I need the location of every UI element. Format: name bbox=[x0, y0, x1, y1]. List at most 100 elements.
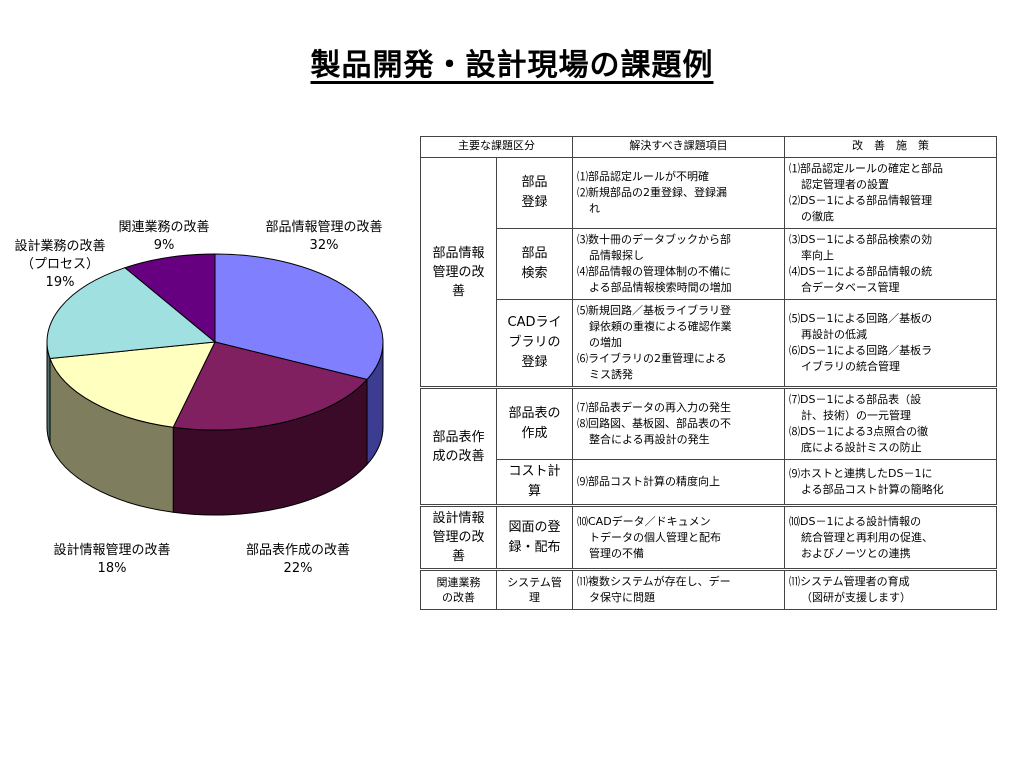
pie-tops bbox=[46, 253, 384, 431]
measure-cell: ⑴部品認定ルールの確定と部品認定管理者の設置 ⑵DS－1による部品情報管理の徹底 bbox=[784, 157, 997, 229]
slice-label-related: 関連業務の改善 9% bbox=[106, 219, 222, 255]
cell-line: システム管 bbox=[507, 576, 562, 589]
category-cell: 部品表作 成の改善 bbox=[420, 386, 497, 506]
item-line: ⑷DS－1による部品情報の統 bbox=[789, 265, 933, 278]
item-line: ⑶数十冊のデータブックから部 bbox=[577, 233, 731, 246]
cell-line: コスト計 bbox=[508, 464, 561, 479]
item-continuation: ミス誘発 bbox=[589, 368, 633, 381]
subcategory-cell: システム管理 bbox=[496, 568, 573, 610]
cell-line: 部品情報 bbox=[432, 245, 485, 261]
category-cell: 設計情報 管理の改善 bbox=[420, 504, 497, 570]
item-line: ⑾システム管理者の育成 bbox=[789, 575, 910, 588]
measure-cell: ⑺DS－1による部品表（設 計、技術）の一元管理 ⑻DS－1による3点照合の徹 底によ… bbox=[784, 386, 997, 460]
item-continuation: 統合管理と再利用の促進、 bbox=[801, 530, 933, 544]
item-continuation: れ bbox=[589, 202, 600, 215]
item-line: ⑸DS－1による回路／基板の bbox=[789, 312, 933, 325]
slice-label-text-2: （プロセス） bbox=[20, 257, 99, 272]
header-issues: 解決すべき課題項目 bbox=[572, 136, 785, 158]
cell-line: 管理の改 bbox=[432, 264, 485, 280]
item-continuation: 録依頼の重複による確認作業 bbox=[589, 320, 732, 333]
measure-cell: ⑽DS－1による設計情報の統合管理と再利用の促進、 およびノーツとの連携 bbox=[784, 504, 997, 570]
cell-line: 登録 bbox=[521, 195, 548, 210]
item-continuation: 底による設計ミスの防止 bbox=[801, 441, 922, 454]
cell-line: 算 bbox=[527, 484, 541, 499]
item-line: ⑵DS－1による部品情報管理 bbox=[789, 194, 933, 207]
cell-line: 善 bbox=[451, 549, 465, 564]
item-continuation: の徹底 bbox=[801, 210, 834, 223]
cell-line: 登録 bbox=[521, 355, 548, 370]
subcategory-cell: 部品 登録 bbox=[496, 157, 573, 229]
category-cell: 部品情報 管理の改善 bbox=[420, 157, 497, 388]
item-continuation: 合データベース管理 bbox=[801, 281, 900, 294]
header-category: 主要な課題区分 bbox=[420, 136, 573, 158]
pie-slice-1 bbox=[172, 341, 368, 431]
issues-table: 主要な課題区分 解決すべき課題項目 改 善 施 策 部品情報 管理の改善部品 登録 ⑴… bbox=[420, 136, 997, 610]
item-continuation: 率向上 bbox=[801, 249, 834, 262]
cell-line: 成の改善 bbox=[432, 448, 485, 464]
issue-cell: ⑴部品認定ルールが不明確 ⑵新規部品の2重登録、登録漏れ bbox=[572, 157, 785, 229]
item-continuation: イブラリの統合管理 bbox=[801, 360, 900, 373]
item-line: ⑼ホストと連携したDS－1に bbox=[789, 467, 933, 480]
pie-slice-3 bbox=[46, 267, 217, 360]
pie-slice-4 bbox=[123, 253, 216, 344]
slice-label-value: 22% bbox=[283, 561, 313, 576]
slice-label-value: 32% bbox=[309, 238, 339, 253]
category-cell: 関連業務 の改善 bbox=[420, 568, 497, 610]
item-continuation: タ保守に問題 bbox=[589, 591, 655, 604]
item-continuation: よる部品コスト計算の簡略化 bbox=[801, 483, 944, 496]
item-continuation: 再設計の低減 bbox=[801, 328, 867, 341]
item-continuation: 品情報探し bbox=[589, 249, 644, 262]
item-line: ⑽CADデータ／ドキュメン bbox=[577, 514, 711, 528]
table-row: 部品 検索 ⑶数十冊のデータブックから部 品情報探し ⑷部品情報の管理体制の不備に よる部… bbox=[421, 228, 997, 300]
cell-line: 部品 bbox=[521, 246, 548, 261]
cell-line: 善 bbox=[451, 283, 465, 299]
measure-cell: ⑼ホストと連携したDS－1による部品コスト計算の簡略化 bbox=[784, 459, 997, 506]
pie-slice-0 bbox=[214, 253, 384, 381]
slice-label-value: 9% bbox=[153, 238, 175, 253]
item-line: ⑺部品表データの再入力の発生 bbox=[577, 401, 731, 414]
cell-line: 管理の改 bbox=[432, 530, 485, 545]
cell-line: 録・配布 bbox=[508, 539, 561, 555]
slice-label-parts-info: 部品情報管理の改善 32% bbox=[252, 219, 396, 255]
item-line: ⑷部品情報の管理体制の不備に bbox=[577, 265, 731, 278]
item-continuation: 認定管理者の設置 bbox=[801, 178, 889, 191]
measure-cell: ⑶DS－1による部品検索の効 率向上 ⑷DS－1による部品情報の統 合データベース管理 bbox=[784, 228, 997, 300]
cell-line: CADライ bbox=[507, 315, 562, 330]
table-row: CADライ ブラリの 登録 ⑸新規回路／基板ライブラリ登 録依頼の重複による確認作業 の増… bbox=[421, 299, 997, 388]
issue-cell: ⑺部品表データの再入力の発生 ⑻回路図、基板図、部品表の不整合による再設計の発生 bbox=[572, 386, 785, 460]
item-continuation: の増加 bbox=[589, 336, 622, 349]
table-row: 部品表作 成の改善 部品表の 作成 ⑺部品表データの再入力の発生 ⑻回路図、基板図、部品表… bbox=[420, 386, 997, 506]
cell-line: 作成 bbox=[521, 426, 548, 441]
item-line: ⑵新規部品の2重登録、登録漏 bbox=[577, 186, 727, 199]
item-line: ⑺DS－1による部品表（設 bbox=[789, 393, 922, 406]
slice-label-value: 18% bbox=[97, 561, 127, 576]
slice-label-text: 設計業務の改善 bbox=[14, 239, 106, 254]
cell-line: 部品 bbox=[521, 175, 548, 190]
item-continuation: トデータの個人管理と配布 bbox=[589, 530, 721, 544]
item-continuation: およびノーツとの連携 bbox=[801, 546, 911, 560]
cell-line: 設計情報 bbox=[432, 511, 485, 526]
item-line: ⑽DS－1による設計情報の bbox=[789, 514, 922, 528]
slice-label-text: 部品表作成の改善 bbox=[245, 543, 350, 558]
issue-cell: ⑽CADデータ／ドキュメン トデータの個人管理と配布 管理の不備 bbox=[572, 504, 785, 570]
item-line: ⑴部品認定ルールが不明確 bbox=[577, 170, 709, 183]
subcategory-cell: 図面の登 録・配布 bbox=[496, 504, 573, 570]
measure-cell: ⑾システム管理者の育成 （図研が支援します） bbox=[784, 568, 997, 610]
cell-line: 検索 bbox=[521, 266, 548, 281]
item-continuation: 整合による再設計の発生 bbox=[589, 433, 710, 446]
item-continuation: （図研が支援します） bbox=[801, 591, 911, 604]
pie-sides bbox=[46, 341, 384, 516]
subcategory-cell: 部品表の 作成 bbox=[496, 386, 573, 460]
table-body: 部品情報 管理の改善部品 登録 ⑴部品認定ルールが不明確 ⑵新規部品の2重登録、登録漏れ… bbox=[420, 157, 997, 610]
cell-line: 関連業務 bbox=[436, 576, 481, 589]
table-row: 関連業務 の改善 システム管理 ⑾複数システムが存在し、デー タ保守に問題 ⑾システム管理… bbox=[420, 568, 997, 610]
slice-label-bom: 部品表作成の改善 22% bbox=[230, 542, 366, 578]
issue-cell: ⑶数十冊のデータブックから部 品情報探し ⑷部品情報の管理体制の不備に よる部品情報検… bbox=[572, 228, 785, 300]
page-title: 製品開発・設計現場の課題例 bbox=[310, 48, 714, 83]
table-row: コスト計算 ⑼部品コスト計算の精度向上 ⑼ホストと連携したDS－1に よる部品コスト計… bbox=[421, 459, 997, 506]
header-measures: 改 善 施 策 bbox=[784, 136, 997, 158]
item-line: ⑴部品認定ルールの確定と部品 bbox=[789, 162, 943, 175]
item-line: ⑻回路図、基板図、部品表の不 bbox=[577, 417, 731, 430]
cell-line: 理 bbox=[529, 591, 540, 604]
item-line: ⑹DS－1による回路／基板ラ bbox=[789, 344, 933, 357]
